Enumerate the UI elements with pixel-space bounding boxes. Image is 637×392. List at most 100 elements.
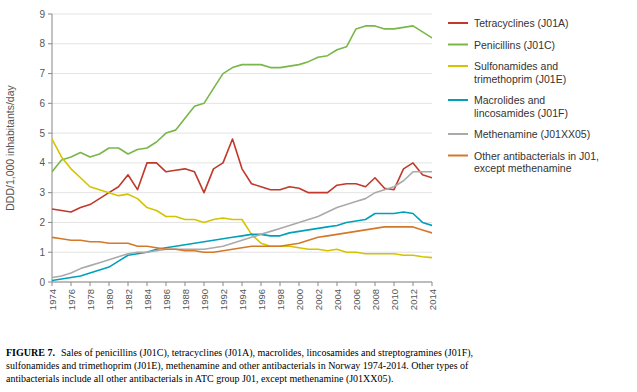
grid-line	[52, 73, 432, 74]
y-axis-label: DDD/1,000 inhabitants/day	[4, 85, 16, 211]
series-line	[52, 212, 432, 280]
x-tick-label: 2014	[427, 289, 438, 310]
x-tick	[337, 282, 338, 286]
x-tick	[71, 282, 72, 286]
y-tick	[48, 14, 52, 15]
series-line	[52, 227, 432, 252]
legend-label: Other antibacterials in J01,except methe…	[474, 150, 599, 175]
y-tick-label: 8	[39, 38, 45, 49]
grid-line	[52, 103, 432, 104]
x-tick	[223, 282, 224, 286]
legend-swatch	[448, 99, 468, 101]
grid-line	[52, 133, 432, 134]
x-tick-label: 2010	[389, 289, 400, 310]
x-tick	[413, 282, 414, 286]
x-tick	[394, 282, 395, 286]
legend-label-line: Sulfonamides and	[474, 60, 558, 72]
y-tick	[48, 192, 52, 193]
caption-line: antibacterials include all other antibac…	[6, 373, 393, 385]
x-tick-label: 2008	[370, 289, 381, 310]
legend: Tetracyclines (J01A) Penicillins (J01C) Su…	[448, 17, 599, 174]
x-tick	[166, 282, 167, 286]
y-tick-label: 9	[39, 9, 45, 20]
legend-label-line: trimethoprim (J01E)	[474, 73, 566, 85]
x-tick-label: 2006	[351, 289, 362, 310]
legend-label: Macrolides andlincosamides (J01F)	[474, 94, 568, 119]
chart: 0123456789197419761978198019821984198619…	[0, 0, 637, 392]
x-tick-label: 1978	[85, 289, 96, 310]
x-tick-label: 1998	[275, 289, 286, 310]
x-tick	[185, 282, 186, 286]
series-line	[52, 139, 432, 212]
x-tick-label: 1992	[218, 289, 229, 310]
legend-label-line: Methenamine (J01XX05)	[474, 128, 590, 140]
x-tick-label: 1980	[104, 289, 115, 310]
y-tick-label: 6	[39, 98, 45, 109]
grid-line	[52, 43, 432, 44]
x-tick	[147, 282, 148, 286]
x-tick-label: 1996	[256, 289, 267, 310]
caption-bold: FIGURE 7.	[6, 347, 55, 358]
legend-swatch	[448, 133, 468, 135]
grid-line	[52, 282, 432, 283]
y-tick	[48, 252, 52, 253]
legend-label-line: lincosamides (J01F)	[474, 107, 568, 119]
legend-swatch	[448, 22, 468, 24]
grid-line	[52, 252, 432, 253]
grid-line	[52, 14, 432, 15]
series-line	[52, 172, 432, 278]
x-axis-line	[52, 282, 432, 283]
x-tick-label: 1982	[123, 289, 134, 310]
legend-label: Sulfonamides andtrimethoprim (J01E)	[474, 60, 566, 85]
grid	[52, 14, 432, 282]
y-tick	[48, 162, 52, 163]
y-tick	[48, 43, 52, 44]
x-tick-label: 2012	[408, 289, 419, 310]
x-tick-label: 2002	[313, 289, 324, 310]
x-tick	[204, 282, 205, 286]
x-tick	[432, 282, 433, 286]
legend-label: Methenamine (J01XX05)	[474, 128, 590, 140]
caption-line: sulfonamides and trimethoprim (J01E), me…	[6, 360, 469, 372]
x-tick	[128, 282, 129, 286]
grid-line	[52, 222, 432, 223]
y-tick-label: 7	[39, 68, 45, 79]
x-tick	[375, 282, 376, 286]
series-lines	[52, 26, 432, 281]
y-tick	[48, 133, 52, 134]
legend-label: Tetracyclines (J01A)	[474, 17, 569, 29]
y-tick-label: 5	[39, 128, 45, 139]
legend-label-line: Macrolides and	[474, 94, 545, 106]
y-tick-label: 2	[39, 217, 45, 228]
x-tick	[356, 282, 357, 286]
axes: 0123456789197419761978198019821984198619…	[39, 9, 437, 311]
legend-swatch	[448, 65, 468, 67]
y-tick	[48, 103, 52, 104]
x-tick-label: 1984	[142, 289, 153, 310]
y-tick	[48, 282, 52, 283]
y-tick-label: 1	[39, 247, 45, 258]
y-tick	[48, 73, 52, 74]
x-tick	[280, 282, 281, 286]
x-tick	[90, 282, 91, 286]
legend-label-line: Other antibacterials in J01,	[474, 150, 599, 162]
x-tick	[109, 282, 110, 286]
y-tick-label: 0	[39, 277, 45, 288]
x-tick-label: 1988	[180, 289, 191, 310]
legend-label-line: Penicillins (J01C)	[474, 39, 555, 51]
y-tick-label: 3	[39, 187, 45, 198]
grid-line	[52, 162, 432, 163]
x-tick-label: 1986	[161, 289, 172, 310]
x-tick	[242, 282, 243, 286]
y-tick	[48, 222, 52, 223]
y-axis-line	[52, 14, 53, 282]
x-tick-label: 1976	[66, 289, 77, 310]
y-tick-label: 4	[39, 157, 45, 168]
x-tick-label: 1990	[199, 289, 210, 310]
x-tick	[261, 282, 262, 286]
legend-swatch	[448, 155, 468, 157]
caption: FIGURE 7.Sales of penicillins (J01C), te…	[6, 347, 473, 385]
x-tick-label: 2000	[294, 289, 305, 310]
legend-label-line: Tetracyclines (J01A)	[474, 17, 569, 29]
x-tick	[52, 282, 53, 286]
